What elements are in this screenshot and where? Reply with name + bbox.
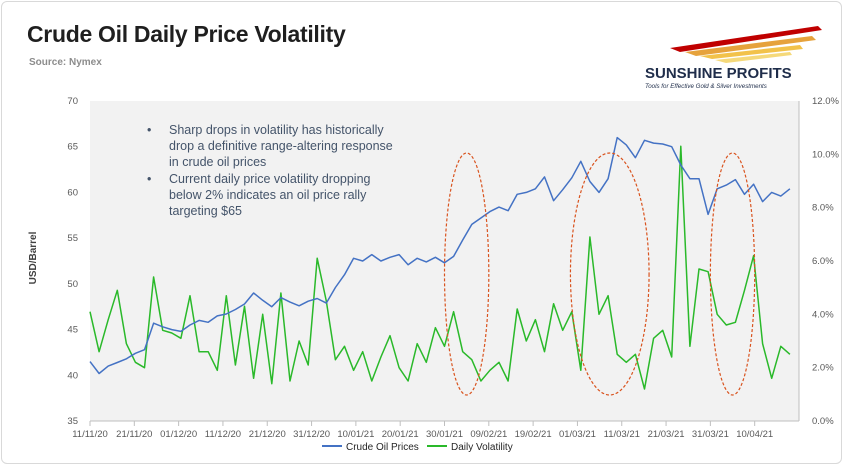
x-axis: 11/11/20 21/11/20 01/12/20 11/12/20 21/12/20…: [72, 420, 799, 440]
logo-ray-light: [715, 52, 792, 63]
logo-ray-red: [670, 26, 822, 52]
left-axis: 35 40 45 50 55 60 65 70: [67, 96, 78, 427]
x-tick-label: 01/03/21: [559, 429, 596, 440]
legend: Crude Oil Prices Daily Volatility: [322, 442, 513, 453]
y-left-tick-label: 55: [67, 233, 78, 244]
right-axis: 0.0% 2.0% 4.0% 6.0% 8.0% 10.0% 12.0%: [798, 96, 839, 427]
y-left-tick-label: 45: [67, 325, 78, 336]
highlight-ellipses: [443, 152, 756, 396]
x-tick-label: 20/01/21: [382, 429, 419, 440]
annotation-line: in crude oil prices: [169, 155, 266, 169]
y-right-tick-label: 0.0%: [812, 416, 834, 427]
y-right-tick-label: 6.0%: [812, 256, 834, 267]
y-right-tick-label: 10.0%: [812, 149, 839, 160]
crude-oil-price-line: [89, 136, 791, 375]
highlight-ellipse: [443, 152, 490, 396]
y-right-tick-label: 8.0%: [812, 203, 834, 214]
y-left-tick-label: 50: [67, 279, 78, 290]
annotation-line: Current daily price volatility dropping: [169, 172, 371, 186]
x-tick-label: 21/12/20: [249, 429, 286, 440]
annotation-line: drop a definitive range-altering respons…: [169, 139, 393, 153]
annotation-box: • Sharp drops in volatility has historica…: [147, 123, 393, 218]
logo-ray-orange: [685, 36, 816, 56]
chart-title: Crude Oil Daily Price Volatility: [27, 21, 346, 47]
logo-tagline: Tools for Effective Gold & Silver Invest…: [645, 83, 767, 90]
highlight-ellipse: [569, 152, 650, 396]
y-left-tick-label: 35: [67, 416, 78, 427]
x-tick-label: 31/03/21: [692, 429, 729, 440]
y-left-tick-label: 40: [67, 370, 78, 381]
x-tick-label: 09/02/21: [470, 429, 507, 440]
y-right-tick-label: 2.0%: [812, 363, 834, 374]
y-axis-label: USD/Barrel: [28, 231, 39, 284]
sunshine-profits-logo: SUNSHINE PROFITS Tools for Effective Gol…: [645, 26, 822, 90]
logo-ray-yellow: [700, 45, 803, 59]
x-tick-label: 30/01/21: [426, 429, 463, 440]
x-tick-label: 10/04/21: [736, 429, 773, 440]
daily-volatility-line: [89, 145, 791, 390]
annotation-bullet: •: [147, 123, 151, 137]
annotation-line: below 2% indicates an oil price rally: [169, 188, 367, 202]
x-tick-label: 01/12/20: [160, 429, 197, 440]
y-left-tick-label: 60: [67, 187, 78, 198]
x-tick-label: 21/03/21: [648, 429, 685, 440]
y-left-tick-label: 65: [67, 142, 78, 153]
x-tick-label: 10/01/21: [337, 429, 374, 440]
annotation-bullet: •: [147, 172, 151, 186]
x-tick-label: 31/12/20: [293, 429, 330, 440]
legend-label: Daily Volatility: [451, 442, 513, 453]
x-tick-label: 21/11/20: [116, 429, 152, 440]
y-right-tick-label: 4.0%: [812, 309, 834, 320]
logo-name: SUNSHINE PROFITS: [645, 65, 792, 82]
y-right-tick-label: 12.0%: [812, 96, 839, 107]
y-left-tick-label: 70: [67, 96, 78, 107]
x-tick-label: 11/03/21: [604, 429, 640, 440]
x-tick-label: 11/11/20: [72, 429, 108, 440]
annotation-line: Sharp drops in volatility has historical…: [169, 123, 384, 137]
x-tick-label: 19/02/21: [515, 429, 552, 440]
series-layer: [89, 136, 791, 390]
x-tick-label: 11/12/20: [205, 429, 241, 440]
highlight-ellipse: [709, 152, 756, 396]
chart-source: Source: Nymex: [29, 57, 102, 68]
annotation-line: targeting $65: [169, 204, 242, 218]
legend-label: Crude Oil Prices: [346, 442, 419, 453]
